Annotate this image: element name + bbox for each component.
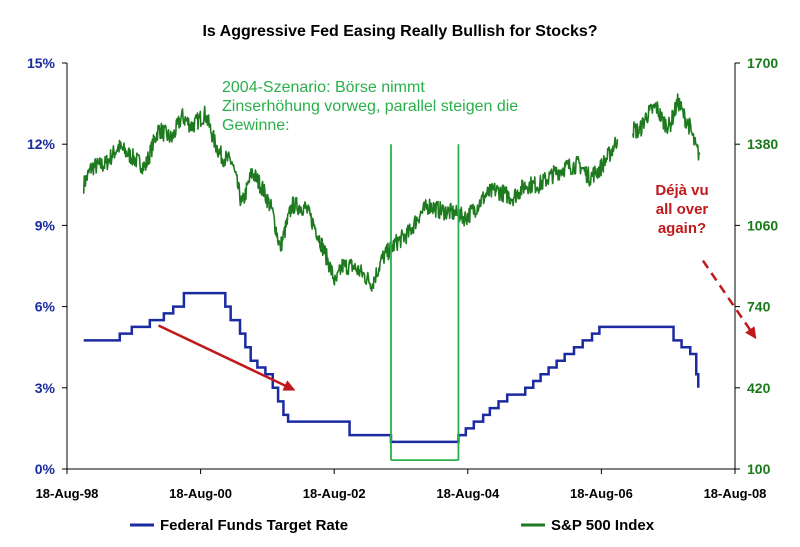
y-right-tick-label: 1060 bbox=[747, 217, 778, 233]
y-left-tick-label: 0% bbox=[35, 461, 56, 477]
y-right-tick-label: 1380 bbox=[747, 136, 778, 152]
scenario-annotation-line: Zinserhöhung vorweg, parallel steigen di… bbox=[222, 98, 518, 115]
scenario-annotation-line: Gewinne: bbox=[222, 117, 290, 134]
scenario-annotation-line: 2004-Szenario: Börse nimmt bbox=[222, 79, 425, 96]
red-arrow-shaft bbox=[157, 324, 287, 388]
red-arrow-head bbox=[282, 380, 296, 391]
dejavu-annotation-line: Déjà vu bbox=[655, 182, 708, 199]
y-left-tick-label: 3% bbox=[35, 380, 56, 396]
dejavu-annotation-line: all over bbox=[656, 201, 709, 218]
series bbox=[82, 93, 701, 444]
x-tick-label: 18-Aug-06 bbox=[570, 486, 633, 501]
x-tick-label: 18-Aug-00 bbox=[169, 486, 232, 501]
red-dashed-arrow-head bbox=[745, 326, 757, 340]
y-right-tick-label: 740 bbox=[747, 299, 771, 315]
y-right-tick-label: 1700 bbox=[747, 55, 778, 71]
legend-label-0: Federal Funds Target Rate bbox=[160, 517, 348, 534]
x-tick-label: 18-Aug-02 bbox=[303, 486, 366, 501]
sp500-line-segment-0 bbox=[82, 105, 619, 292]
plot-frame bbox=[66, 63, 736, 470]
y-right-tick-label: 420 bbox=[747, 380, 771, 396]
annotations: 2004-Szenario: Börse nimmt Zinserhöhung v… bbox=[157, 79, 757, 462]
y-left-tick-label: 6% bbox=[35, 299, 56, 315]
sp500-line-segment-1 bbox=[632, 93, 701, 161]
x-tick-label: 18-Aug-04 bbox=[436, 486, 500, 501]
chart-title: Is Aggressive Fed Easing Really Bullish … bbox=[202, 23, 597, 40]
dejavu-annotation-line: again? bbox=[658, 220, 706, 237]
axes: 18-Aug-98 18-Aug-00 18-Aug-02 18-Aug-04 18-A… bbox=[27, 55, 778, 501]
y-left-tick-label: 9% bbox=[35, 217, 56, 233]
fed-funds-line bbox=[83, 291, 700, 444]
x-tick-label: 18-Aug-08 bbox=[704, 486, 767, 501]
legend-label-1: S&P 500 Index bbox=[551, 517, 655, 534]
red-dashed-arrow-shaft bbox=[701, 259, 752, 332]
x-tick-label: 18-Aug-98 bbox=[36, 486, 99, 501]
y-left-tick-label: 15% bbox=[27, 55, 56, 71]
y-right-tick-label: 100 bbox=[747, 461, 771, 477]
y-left-tick-label: 12% bbox=[27, 136, 56, 152]
legend: Federal Funds Target Rate S&P 500 Index bbox=[130, 517, 655, 534]
